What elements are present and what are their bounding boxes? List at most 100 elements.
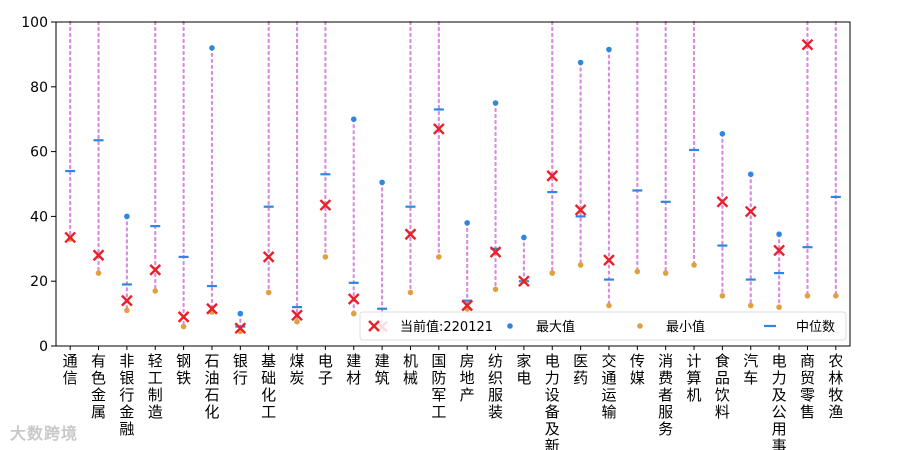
current-value-marker bbox=[121, 294, 133, 307]
max-point bbox=[492, 100, 499, 106]
min-point bbox=[350, 310, 357, 317]
legend-entry: 最大值 bbox=[507, 319, 575, 335]
max-point bbox=[464, 220, 470, 226]
current-value-marker bbox=[347, 293, 360, 305]
max-point bbox=[577, 59, 584, 66]
current-value-marker bbox=[461, 299, 474, 312]
median-markers bbox=[65, 108, 841, 328]
x-tick-label: 有色金属 bbox=[91, 352, 106, 421]
min-point bbox=[492, 286, 499, 293]
max-point bbox=[719, 130, 726, 137]
max-point bbox=[776, 231, 782, 238]
legend-label: 当前值:220121 bbox=[400, 319, 493, 335]
min-point bbox=[662, 270, 669, 276]
max-point bbox=[521, 234, 527, 241]
legend-label: 最大值 bbox=[536, 319, 575, 335]
x-tick-label: 电子 bbox=[318, 352, 333, 387]
current-value-marker bbox=[716, 195, 729, 208]
y-tick-label: 20 bbox=[30, 274, 48, 290]
min-point bbox=[407, 289, 414, 296]
x-tick-label: 商贸零售 bbox=[800, 352, 815, 421]
x-axis: 通信有色金属非银行金融轻工制造钢铁石油石化银行基础化工煤炭电子建材建筑机械国防军… bbox=[63, 346, 843, 450]
x-tick-label: 纺织服装 bbox=[488, 352, 503, 421]
x-tick-label: 基础化工 bbox=[261, 352, 276, 421]
current-value-marker bbox=[319, 199, 332, 211]
x-tick-label: 通信 bbox=[63, 352, 78, 387]
max-points bbox=[124, 45, 782, 317]
current-value-marker bbox=[801, 38, 814, 51]
current-value-marker bbox=[291, 309, 303, 322]
range-lines bbox=[69, 20, 837, 333]
watermark-logo: 大数跨境 bbox=[10, 424, 79, 443]
max-point bbox=[209, 45, 215, 51]
current-value-marker bbox=[744, 205, 757, 218]
current-value-marker bbox=[546, 170, 559, 182]
max-point bbox=[237, 310, 244, 317]
min-point bbox=[152, 288, 159, 294]
x-tick-label: 石油石化 bbox=[204, 352, 219, 421]
current-value-marker bbox=[234, 322, 247, 335]
x-tick-label: 电力及公用事 bbox=[772, 352, 787, 450]
x-tick-label: 医药 bbox=[573, 352, 588, 387]
current-value-marker bbox=[773, 244, 785, 257]
legend-entry: 当前值:220121 bbox=[368, 319, 493, 335]
current-value-marker bbox=[432, 123, 445, 135]
x-tick-label: 银行 bbox=[233, 352, 248, 387]
min-point bbox=[549, 270, 556, 276]
min-point bbox=[606, 302, 612, 309]
x-tick-label: 食品饮料 bbox=[715, 352, 730, 421]
current-value-markers bbox=[64, 38, 814, 335]
x-tick-label: 轻工制造 bbox=[148, 352, 163, 421]
min-point bbox=[95, 270, 102, 276]
legend: 当前值:220121 最大值 最小值 中位数 bbox=[359, 311, 847, 341]
current-value-marker bbox=[64, 231, 77, 244]
x-tick-label: 机械 bbox=[403, 352, 418, 387]
y-tick-label: 80 bbox=[30, 80, 48, 96]
current-value-marker bbox=[92, 249, 105, 262]
current-value-marker bbox=[206, 302, 218, 315]
min-point bbox=[719, 292, 726, 299]
x-tick-label: 钢铁 bbox=[176, 352, 191, 387]
min-point bbox=[124, 307, 130, 314]
max-point bbox=[124, 213, 130, 220]
min-point bbox=[577, 262, 584, 268]
min-point bbox=[265, 289, 272, 296]
x-tick-label: 消费者服务 bbox=[658, 352, 673, 438]
x-tick-label: 建筑 bbox=[375, 352, 390, 387]
x-tick-label: 电力设备及新 bbox=[545, 352, 560, 450]
min-point bbox=[294, 318, 300, 325]
x-tick-label: 非银行金融 bbox=[119, 352, 134, 438]
current-value-marker bbox=[518, 275, 530, 288]
min-point bbox=[804, 292, 811, 299]
x-tick-label: 煤炭 bbox=[290, 352, 305, 387]
max-point bbox=[747, 171, 754, 178]
min-point bbox=[322, 254, 329, 260]
y-tick-label: 100 bbox=[21, 15, 48, 31]
min-point bbox=[436, 254, 442, 260]
x-tick-label: 计算机 bbox=[687, 352, 702, 404]
x-tick-label: 交通运输 bbox=[601, 352, 616, 421]
current-value-marker bbox=[603, 254, 615, 266]
min-point bbox=[634, 268, 641, 275]
legend-entry: 最小值 bbox=[637, 319, 705, 335]
legend-label: 最小值 bbox=[666, 319, 705, 335]
legend-box bbox=[359, 311, 847, 341]
max-point bbox=[606, 46, 612, 53]
y-tick-label: 60 bbox=[30, 145, 48, 161]
min-point bbox=[747, 302, 754, 309]
min-point bbox=[180, 323, 187, 330]
current-value-marker bbox=[574, 204, 587, 216]
current-value-marker bbox=[177, 310, 190, 323]
y-tick-label: 0 bbox=[39, 339, 48, 355]
legend-entry: 中位数 bbox=[764, 320, 835, 335]
current-value-marker bbox=[149, 264, 162, 276]
current-value-marker bbox=[489, 246, 502, 258]
legend-label: 中位数 bbox=[796, 320, 835, 335]
x-tick-label: 建材 bbox=[346, 352, 361, 387]
current-value-marker bbox=[404, 228, 417, 241]
y-tick-label: 40 bbox=[30, 209, 48, 225]
min-point bbox=[691, 262, 697, 268]
x-tick-label: 家电 bbox=[516, 352, 531, 387]
x-tick-label: 房地产 bbox=[460, 352, 475, 404]
x-tick-label: 传媒 bbox=[630, 352, 645, 387]
